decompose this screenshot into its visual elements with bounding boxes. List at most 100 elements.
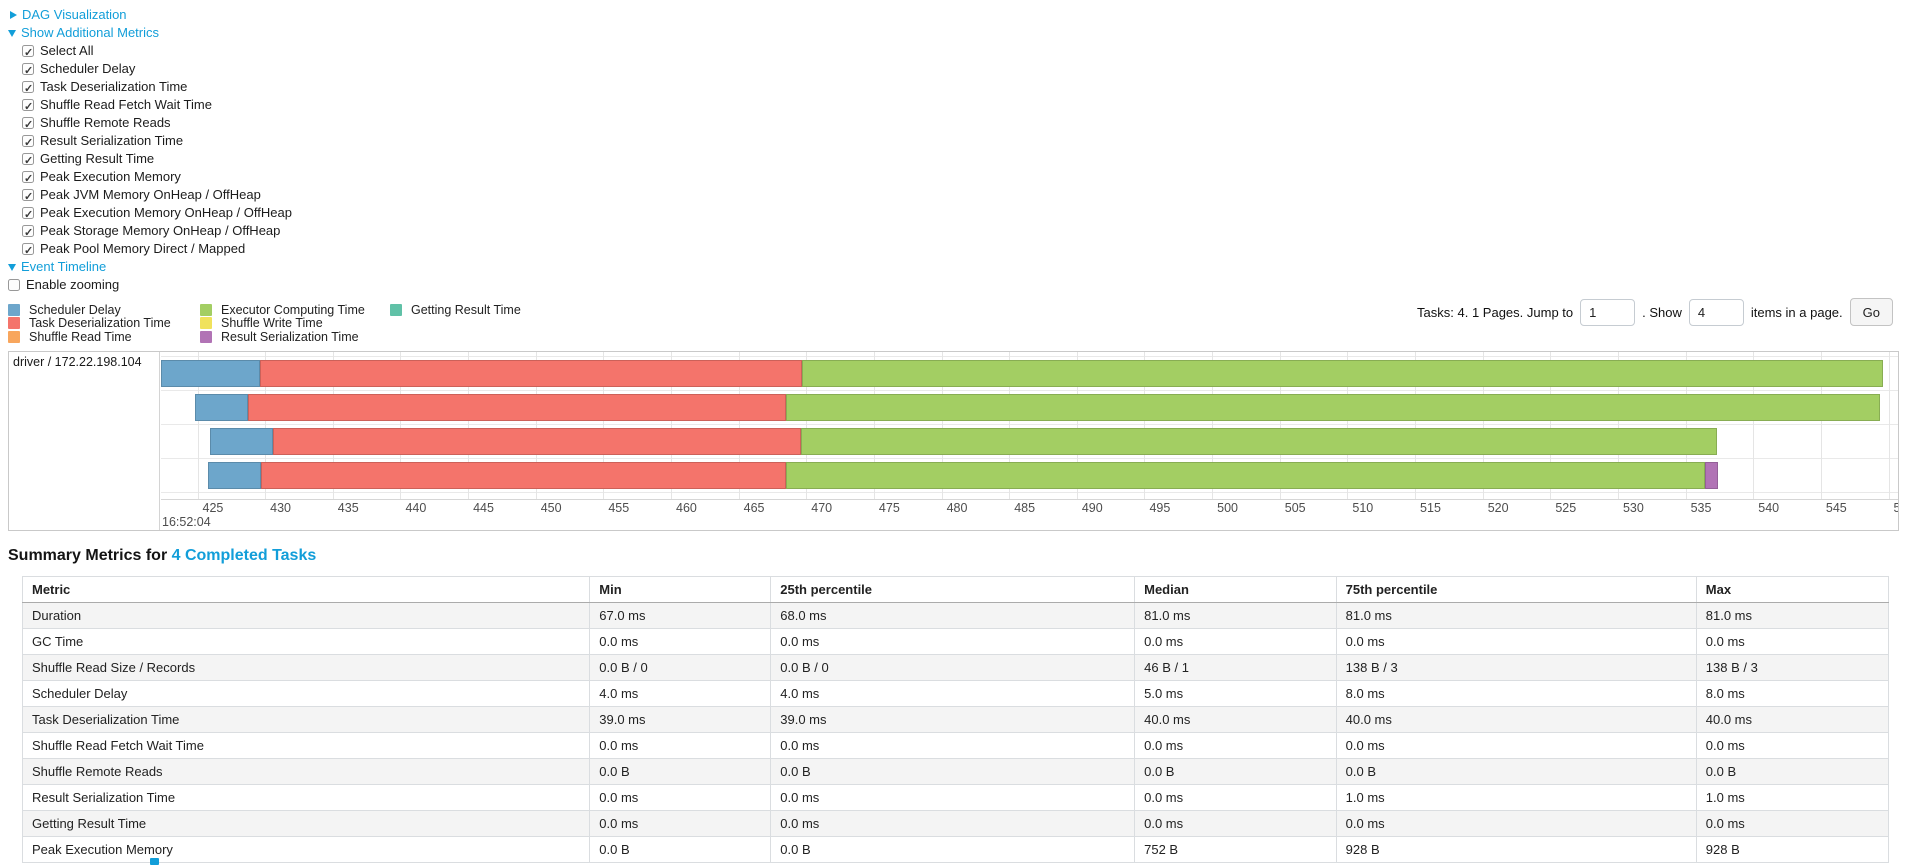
metric-value-cell: 81.0 ms xyxy=(1134,602,1337,629)
metric-checkbox-row: Peak Execution Memory OnHeap / OffHeap xyxy=(8,204,1899,224)
timeline-bar-segment-task_deserialization[interactable] xyxy=(259,360,803,387)
metric-checkbox[interactable] xyxy=(22,242,34,260)
show-additional-metrics-toggle[interactable]: Show Additional Metrics xyxy=(8,24,1899,42)
metric-checkbox-row: Peak JVM Memory OnHeap / OffHeap xyxy=(8,186,1899,206)
legend-item: Getting Result Time xyxy=(390,303,521,317)
next-section-clipped-content xyxy=(150,858,159,865)
metric-checkbox[interactable] xyxy=(22,170,34,188)
metric-value-cell: 0.0 B / 0 xyxy=(589,654,772,681)
metric-value-cell: 0.0 ms xyxy=(1134,628,1337,655)
metric-checkbox[interactable] xyxy=(22,98,34,116)
timeline-bar-segment-executor_computing[interactable] xyxy=(802,360,1884,387)
metric-name-cell: Shuffle Read Fetch Wait Time xyxy=(21,732,591,759)
metric-value-cell: 0.0 B xyxy=(770,758,1136,785)
metric-value-cell: 0.0 ms xyxy=(1695,732,1890,759)
timeline-bar-segment-executor_computing[interactable] xyxy=(785,394,1881,421)
legend-item: Result Serialization Time xyxy=(200,330,390,344)
legend-column: Scheduler Delay Task Deserialization Time… xyxy=(8,303,200,344)
legend-item: Executor Computing Time xyxy=(200,303,390,317)
metric-checkbox-row: Peak Pool Memory Direct / Mapped xyxy=(8,240,1899,260)
dag-visualization-toggle[interactable]: DAG Visualization xyxy=(8,6,1899,24)
timeline-bar-segment-scheduler_delay[interactable] xyxy=(161,360,260,387)
metric-checkbox[interactable] xyxy=(22,134,34,152)
axis-tick-label: 490 xyxy=(1081,501,1103,515)
legend-swatch-task_deserialization xyxy=(8,317,20,330)
collapsed-arrow-icon xyxy=(10,11,17,19)
timeline-bar-segment-result_serialization[interactable] xyxy=(1704,462,1719,489)
event-timeline-toggle[interactable]: Event Timeline xyxy=(8,258,1899,276)
timeline-bar-segment-task_deserialization[interactable] xyxy=(273,428,801,455)
metric-checkbox[interactable] xyxy=(22,188,34,206)
axis-gridline xyxy=(1347,352,1349,499)
legend-item: Task Deserialization Time xyxy=(8,316,200,331)
metric-checkbox[interactable] xyxy=(22,62,34,80)
show-additional-metrics-link[interactable]: Show Additional Metrics xyxy=(21,25,160,40)
axis-gridline xyxy=(1753,352,1755,499)
legend-and-pagination: Scheduler Delay Task Deserialization Time… xyxy=(8,298,1899,349)
timeline-legend: Scheduler Delay Task Deserialization Time… xyxy=(8,303,1899,344)
metric-value-cell: 0.0 B / 0 xyxy=(770,654,1136,681)
metric-value-cell: 0.0 ms xyxy=(1695,628,1890,655)
axis-gridline xyxy=(265,352,267,499)
metric-checkbox[interactable] xyxy=(22,44,34,62)
legend-label: Task Deserialization Time xyxy=(29,316,171,331)
metric-checkbox[interactable] xyxy=(22,116,34,134)
metric-name-cell: Peak Execution Memory xyxy=(21,836,591,863)
legend-swatch-result_serialization xyxy=(200,330,212,343)
metric-checkbox[interactable] xyxy=(22,206,34,224)
completed-tasks-link[interactable]: 4 Completed Tasks xyxy=(171,547,317,564)
task-pagination: Tasks: 4. 1 Pages. Jump to . Show items … xyxy=(1417,298,1893,326)
metric-value-cell: 0.0 ms xyxy=(589,628,772,655)
legend-item: Scheduler Delay xyxy=(8,303,200,317)
axis-gridline xyxy=(1617,352,1619,499)
metric-checkbox-row: Getting Result Time xyxy=(8,150,1899,170)
timeline-bar-segment-executor_computing[interactable] xyxy=(785,462,1705,489)
summary-title-text: Summary Metrics for xyxy=(8,547,172,564)
metric-value-cell: 0.0 ms xyxy=(770,784,1136,811)
timeline-bar-segment-scheduler_delay[interactable] xyxy=(208,462,262,489)
expanded-arrow-icon xyxy=(8,263,16,271)
axis-gridline xyxy=(1482,352,1484,499)
metric-value-cell: 0.0 ms xyxy=(1695,810,1890,837)
enable-zooming-checkbox[interactable] xyxy=(8,279,20,291)
axis-tick-label: 440 xyxy=(405,501,427,515)
axis-tick-label: 535 xyxy=(1690,501,1712,515)
metric-value-cell: 138 B / 3 xyxy=(1335,654,1697,681)
table-row: Task Deserialization Time 39.0 ms 39.0 ms 4… xyxy=(21,706,1890,733)
axis-gridline xyxy=(1009,352,1011,499)
axis-separator-line xyxy=(161,499,1898,500)
timeline-bar-segment-executor_computing[interactable] xyxy=(800,428,1717,455)
go-button[interactable]: Go xyxy=(1849,298,1893,326)
metric-value-cell: 0.0 B xyxy=(589,758,772,785)
metric-checkbox[interactable] xyxy=(22,152,34,170)
metric-value-cell: 4.0 ms xyxy=(589,680,772,707)
metric-checkbox-label: Peak Pool Memory Direct / Mapped xyxy=(40,241,246,256)
table-header-cell: Median xyxy=(1134,576,1337,603)
dag-visualization-link[interactable]: DAG Visualization xyxy=(22,7,127,22)
metric-value-cell: 67.0 ms xyxy=(589,602,772,629)
legend-label: Getting Result Time xyxy=(411,302,521,317)
axis-gridline xyxy=(400,352,402,499)
axis-tick-label: 540 xyxy=(1758,501,1780,515)
metric-checkbox-label: Shuffle Remote Reads xyxy=(40,115,171,130)
metric-value-cell: 39.0 ms xyxy=(770,706,1136,733)
axis-tick-label: 425 xyxy=(202,501,224,515)
jump-to-page-input[interactable] xyxy=(1580,298,1636,326)
timeline-bar-segment-scheduler_delay[interactable] xyxy=(194,394,248,421)
legend-column: Getting Result Time xyxy=(390,303,521,344)
metric-value-cell: 0.0 B xyxy=(589,836,772,863)
metric-name-cell: Duration xyxy=(21,602,591,629)
timeline-bar-segment-task_deserialization[interactable] xyxy=(261,462,786,489)
metric-value-cell: 46 B / 1 xyxy=(1134,654,1337,681)
timeline-bar-segment-task_deserialization[interactable] xyxy=(247,394,786,421)
legend-label: Executor Computing Time xyxy=(221,302,365,317)
metric-checkbox[interactable] xyxy=(22,224,34,242)
items-per-page-input[interactable] xyxy=(1688,298,1744,326)
metric-checkbox[interactable] xyxy=(22,80,34,98)
metric-value-cell: 8.0 ms xyxy=(1335,680,1697,707)
event-timeline-link[interactable]: Event Timeline xyxy=(21,259,107,274)
timeline-bar-segment-scheduler_delay[interactable] xyxy=(209,428,274,455)
metric-value-cell: 0.0 ms xyxy=(1335,810,1697,837)
metric-name-cell: Task Deserialization Time xyxy=(21,706,591,733)
